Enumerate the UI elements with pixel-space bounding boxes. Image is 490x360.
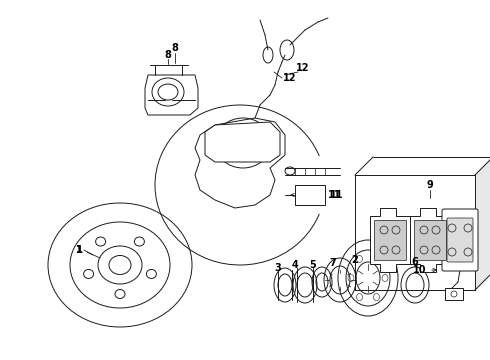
FancyBboxPatch shape: [442, 209, 478, 271]
Text: 12: 12: [296, 63, 310, 73]
Text: 7: 7: [330, 258, 336, 268]
Polygon shape: [145, 75, 198, 115]
Polygon shape: [410, 208, 450, 272]
Polygon shape: [355, 175, 475, 290]
Text: 11: 11: [328, 190, 342, 200]
Polygon shape: [374, 220, 406, 260]
Polygon shape: [370, 208, 410, 272]
Text: 6: 6: [412, 257, 418, 267]
Text: 11: 11: [330, 190, 344, 200]
Text: 3: 3: [274, 263, 281, 273]
Text: 12: 12: [283, 73, 297, 83]
Text: 5: 5: [310, 260, 317, 270]
Text: 9: 9: [427, 180, 433, 190]
Text: 2: 2: [352, 255, 358, 265]
Polygon shape: [205, 122, 280, 162]
Polygon shape: [195, 118, 285, 208]
Polygon shape: [355, 272, 475, 290]
Text: 4: 4: [292, 260, 298, 270]
Bar: [295, 185, 325, 205]
FancyBboxPatch shape: [447, 218, 473, 262]
Text: 1: 1: [75, 245, 82, 255]
Polygon shape: [414, 220, 446, 260]
Text: 1: 1: [75, 245, 82, 255]
Polygon shape: [475, 157, 490, 290]
Text: 8: 8: [165, 50, 172, 60]
Text: 8: 8: [172, 43, 178, 53]
Text: 10: 10: [413, 265, 427, 275]
Text: 1: 1: [75, 245, 82, 255]
Bar: [445, 288, 463, 300]
